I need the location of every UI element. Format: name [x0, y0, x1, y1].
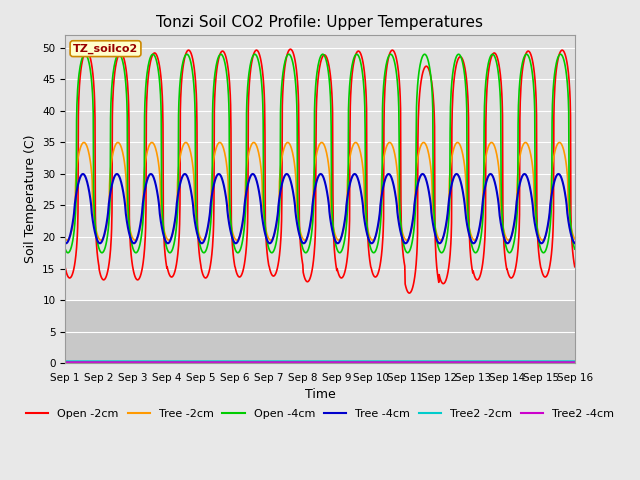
Open -4cm [163, 243, 170, 249]
Tree2 -4cm [571, 359, 579, 365]
Tree -4cm [465, 232, 473, 238]
Open -4cm [175, 112, 182, 118]
Text: TZ_soilco2: TZ_soilco2 [73, 44, 138, 54]
Tree -4cm [232, 240, 239, 246]
Tree2 -2cm [399, 358, 406, 364]
Tree2 -4cm [61, 359, 69, 365]
Open -2cm [163, 261, 170, 266]
Tree -2cm [61, 236, 69, 242]
Open -4cm [399, 237, 406, 242]
Tree -4cm [399, 237, 406, 242]
Tree -4cm [61, 240, 69, 246]
Tree2 -2cm [175, 358, 182, 364]
Tree2 -2cm [163, 358, 170, 364]
Open -4cm [61, 246, 69, 252]
Title: Tonzi Soil CO2 Profile: Upper Temperatures: Tonzi Soil CO2 Profile: Upper Temperatur… [157, 15, 483, 30]
Tree2 -2cm [571, 358, 579, 364]
Tree2 -4cm [232, 359, 239, 365]
Open -4cm [232, 247, 239, 253]
Tree -4cm [175, 189, 182, 194]
Tree -2cm [175, 166, 182, 171]
Tree -2cm [511, 218, 519, 224]
Tree -2cm [571, 236, 579, 242]
Open -2cm [399, 251, 407, 256]
X-axis label: Time: Time [305, 388, 335, 401]
Open -4cm [420, 51, 428, 57]
Tree2 -2cm [510, 358, 518, 364]
Tree -2cm [232, 237, 239, 242]
Open -2cm [175, 243, 182, 249]
Line: Open -4cm: Open -4cm [65, 54, 575, 253]
Open -4cm [511, 234, 519, 240]
Open -4cm [404, 250, 412, 256]
Open -2cm [287, 46, 294, 52]
Tree2 -4cm [175, 359, 182, 365]
Line: Tree -2cm: Tree -2cm [65, 143, 575, 240]
Open -2cm [406, 290, 413, 296]
Legend: Open -2cm, Tree -2cm, Open -4cm, Tree -4cm, Tree2 -2cm, Tree2 -4cm: Open -2cm, Tree -2cm, Open -4cm, Tree -4… [22, 404, 618, 423]
Tree -4cm [163, 239, 170, 245]
Y-axis label: Soil Temperature (C): Soil Temperature (C) [24, 135, 36, 264]
Tree -4cm [520, 171, 528, 177]
Tree2 -4cm [163, 359, 170, 365]
Open -2cm [571, 264, 579, 270]
Tree2 -4cm [510, 359, 518, 365]
Tree2 -2cm [61, 358, 69, 364]
Tree2 -2cm [232, 358, 239, 364]
Tree -2cm [470, 237, 478, 243]
Open -2cm [466, 245, 474, 251]
Open -2cm [61, 265, 69, 271]
Bar [65, 300, 575, 363]
Tree -4cm [510, 220, 518, 226]
Line: Open -2cm: Open -2cm [65, 49, 575, 293]
Tree -4cm [571, 240, 579, 246]
Tree2 -4cm [465, 359, 473, 365]
Tree2 -4cm [399, 359, 406, 365]
Open -2cm [232, 266, 239, 272]
Tree -2cm [454, 140, 461, 145]
Tree -2cm [466, 227, 474, 232]
Open -2cm [511, 268, 519, 274]
Tree2 -2cm [465, 358, 473, 364]
Line: Tree -4cm: Tree -4cm [65, 174, 575, 243]
Tree -4cm [538, 240, 545, 246]
Tree -2cm [399, 230, 406, 236]
Tree -2cm [163, 234, 170, 240]
Open -4cm [466, 232, 474, 238]
Open -4cm [571, 246, 579, 252]
